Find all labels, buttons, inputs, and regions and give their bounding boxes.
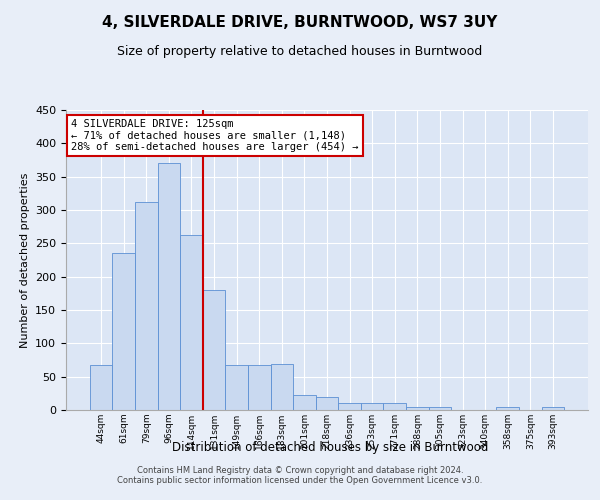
Bar (361, 404, 383, 410)
Bar (428, 408, 451, 410)
Bar (496, 408, 519, 410)
Bar (158, 164, 180, 410)
Bar (90, 366, 112, 410)
Text: Distribution of detached houses by size in Burntwood: Distribution of detached houses by size … (172, 441, 488, 454)
Bar (383, 404, 406, 410)
Text: 4 SILVERDALE DRIVE: 125sqm
← 71% of detached houses are smaller (1,148)
28% of s: 4 SILVERDALE DRIVE: 125sqm ← 71% of deta… (71, 119, 359, 152)
Bar (316, 398, 338, 410)
Bar (338, 404, 361, 410)
Bar (293, 396, 316, 410)
Bar (271, 364, 293, 410)
Text: Contains HM Land Registry data © Crown copyright and database right 2024.
Contai: Contains HM Land Registry data © Crown c… (118, 466, 482, 485)
Bar (203, 290, 226, 410)
Bar (180, 234, 203, 410)
Bar (406, 408, 428, 410)
Y-axis label: Number of detached properties: Number of detached properties (20, 172, 29, 348)
Text: 4, SILVERDALE DRIVE, BURNTWOOD, WS7 3UY: 4, SILVERDALE DRIVE, BURNTWOOD, WS7 3UY (103, 15, 497, 30)
Bar (112, 254, 135, 410)
Bar (248, 366, 271, 410)
Text: Size of property relative to detached houses in Burntwood: Size of property relative to detached ho… (118, 45, 482, 58)
Bar (226, 366, 248, 410)
Bar (135, 202, 158, 410)
Bar (542, 408, 564, 410)
